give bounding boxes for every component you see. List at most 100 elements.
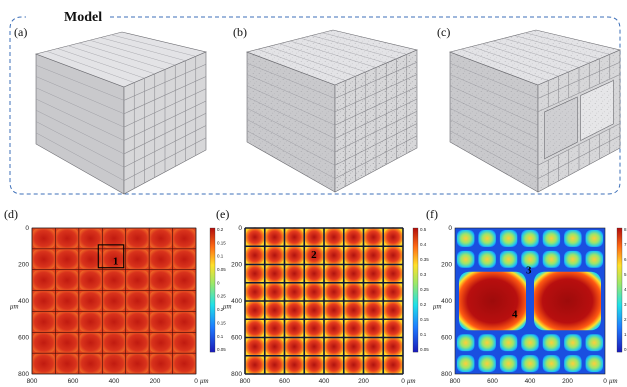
map-cell (324, 318, 344, 339)
map-cell (457, 334, 475, 352)
map-cell (245, 318, 265, 339)
panel-label-c: (c) (437, 25, 450, 39)
map-cell (383, 300, 403, 320)
marker-4: 4 (512, 309, 518, 321)
map-cell (521, 250, 539, 268)
panel-label-e: (e) (216, 207, 229, 221)
map-cell (264, 318, 285, 339)
map-cell (363, 263, 384, 284)
map-cell (363, 245, 384, 266)
map-cell (564, 355, 582, 372)
colorbar-tick-label: 0.2 (217, 307, 224, 312)
map-cell (284, 263, 305, 284)
colorbar-tick-label: 3 (624, 302, 627, 307)
model-title: Model (64, 10, 102, 25)
map-cell (521, 334, 539, 352)
y-tick-label: 200 (18, 262, 29, 269)
map-cell (33, 249, 55, 269)
x-tick-label: 0 (401, 378, 405, 385)
colorbar-tick-label: 0.15 (217, 240, 226, 245)
map-cell (383, 263, 403, 284)
map-cell (324, 227, 344, 247)
map-cell (284, 282, 305, 302)
map-cell (585, 355, 603, 372)
map-cell (343, 336, 364, 357)
colorbar-tick-label: 0.4 (420, 242, 427, 247)
map-cell (363, 318, 384, 339)
map-cell (304, 263, 324, 284)
map-cell (79, 270, 102, 290)
map-cell (150, 333, 172, 353)
colorbar-tick-label: 0 (217, 280, 220, 285)
y-axis-unit: μm (223, 302, 232, 310)
map-cell (324, 355, 344, 375)
colorbar-tick-label: 0.5 (420, 227, 427, 232)
y-tick-label: 200 (441, 262, 452, 269)
marker-2: 2 (311, 249, 317, 261)
panel-label-b: (b) (233, 25, 247, 39)
marker-1: 1 (113, 256, 119, 268)
map-cell (585, 250, 603, 268)
map-cell (33, 270, 55, 290)
map-cell (173, 291, 195, 311)
map-cell (304, 300, 324, 320)
map-cell (56, 354, 78, 373)
map-cell (343, 245, 364, 266)
map-cell (521, 230, 539, 247)
colorbar-tick-label: 7 (624, 242, 627, 247)
map-cell (343, 227, 364, 247)
map-cell (126, 249, 149, 269)
colorbar-tick-label: 0.05 (217, 347, 226, 352)
colorbar-tick-label: 4 (624, 287, 627, 292)
map-cell (499, 230, 518, 247)
map-cell (383, 336, 403, 357)
map-cell (245, 355, 265, 375)
map-cell (343, 318, 364, 339)
map-cell (103, 354, 125, 373)
map-cell (103, 312, 125, 332)
y-tick-label: 0 (238, 225, 242, 232)
map-cell (363, 282, 384, 302)
map-cell (103, 333, 125, 353)
colorbar-tick-label: 0.3 (420, 272, 427, 277)
map-cell (56, 270, 78, 290)
map-cell (173, 270, 195, 290)
map-cell (103, 229, 125, 248)
y-tick-label: 600 (441, 335, 452, 342)
map-cell (173, 229, 195, 248)
x-tick-label: 600 (68, 378, 79, 385)
y-tick-label: 400 (231, 298, 242, 305)
map-cell (150, 312, 172, 332)
map-cell (363, 336, 384, 357)
map-cell (103, 291, 125, 311)
colorbar-tick-label: 0.15 (420, 317, 429, 322)
map-cell (284, 227, 305, 247)
panel-label-a: (a) (14, 25, 27, 39)
colorbar-tick-label: 5 (624, 272, 627, 277)
map-cell (304, 227, 324, 247)
map-cell (499, 250, 518, 268)
map-cell (324, 245, 344, 266)
cubes (35, 29, 621, 195)
map-cell (542, 355, 561, 372)
map-cell (173, 354, 195, 373)
colorbar-tick-label: 2 (624, 317, 627, 322)
colorbar (412, 227, 419, 353)
map-cell (79, 291, 102, 311)
y-tick-label: 600 (231, 335, 242, 342)
map-cell (564, 230, 582, 247)
colorbar (209, 227, 216, 353)
map-cell (542, 250, 561, 268)
map-cell (173, 249, 195, 269)
map-cell (245, 282, 265, 302)
map-cell (284, 355, 305, 375)
map-cell (363, 300, 384, 320)
map-cell (33, 354, 55, 373)
map-cell (56, 312, 78, 332)
y-tick-label: 0 (25, 225, 29, 232)
map-cell (304, 282, 324, 302)
large-pore-right (534, 271, 601, 331)
cube-a (35, 31, 207, 195)
